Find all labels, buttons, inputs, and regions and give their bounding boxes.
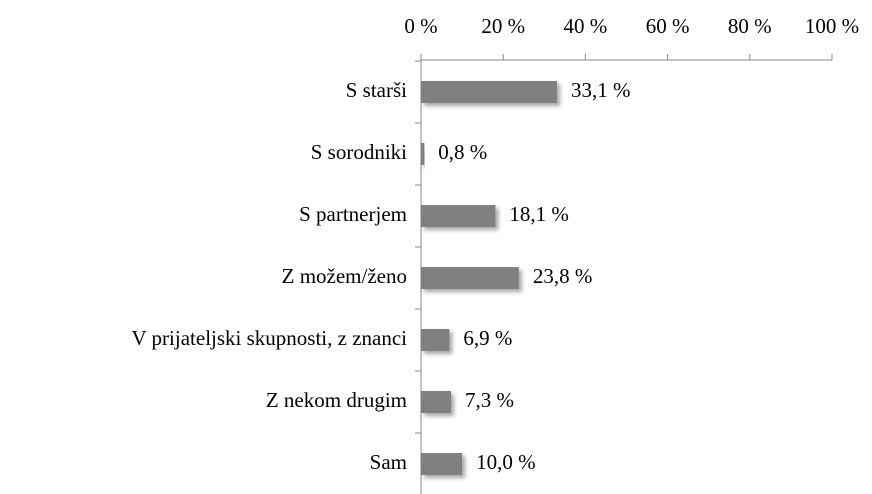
y-tick-label: Z nekom drugim	[266, 388, 407, 412]
data-label: 23,8 %	[533, 264, 593, 288]
x-tick-label: 100 %	[805, 14, 859, 38]
bar	[421, 267, 519, 289]
x-tick-label: 20 %	[481, 14, 525, 38]
data-label: 33,1 %	[571, 78, 631, 102]
bar	[421, 329, 450, 351]
y-tick-label: Sam	[370, 450, 407, 474]
x-tick-label: 0 %	[404, 14, 437, 38]
data-label: 10,0 %	[476, 450, 535, 474]
bar	[421, 143, 425, 165]
y-tick-label: S starši	[346, 78, 407, 102]
bar	[421, 453, 463, 475]
data-label: 0,8 %	[438, 140, 487, 164]
data-label: 6,9 %	[463, 326, 512, 350]
x-tick-label: 80 %	[728, 14, 772, 38]
y-tick-label: Z možem/ženo	[282, 264, 407, 288]
bar	[421, 391, 452, 413]
bar	[421, 205, 496, 227]
x-tick-label: 40 %	[564, 14, 608, 38]
y-tick-label: S sorodniki	[311, 140, 407, 164]
y-tick-label: V prijateljski skupnosti, z znanci	[132, 326, 408, 350]
data-label: 7,3 %	[465, 388, 514, 412]
y-tick-label: S partnerjem	[299, 202, 407, 226]
x-tick-label: 60 %	[646, 14, 690, 38]
bar	[421, 81, 558, 103]
data-label: 18,1 %	[509, 202, 569, 226]
